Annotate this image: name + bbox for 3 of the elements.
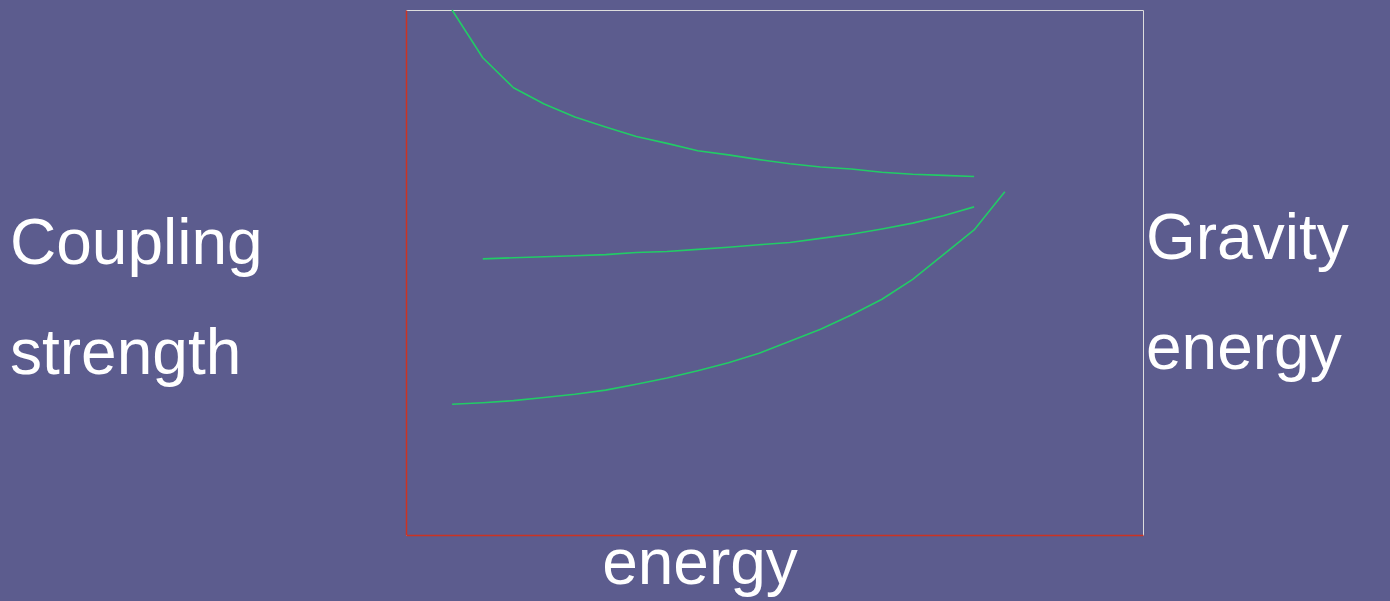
y-axis-title: Coupling strength <box>10 206 263 388</box>
text: Gravity energy <box>1146 201 1349 383</box>
x-axis-title: energy <box>602 526 798 598</box>
